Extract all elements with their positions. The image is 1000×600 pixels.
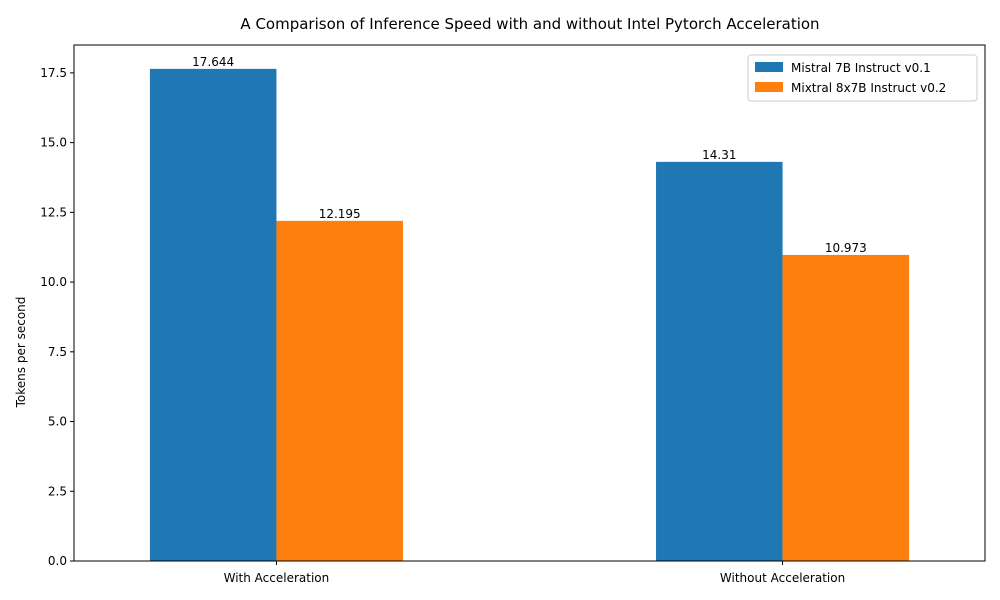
y-tick-label: 12.5 bbox=[40, 205, 67, 219]
legend-swatch bbox=[755, 82, 783, 92]
chart-title: A Comparison of Inference Speed with and… bbox=[240, 15, 819, 33]
legend: Mistral 7B Instruct v0.1 Mixtral 8x7B Ins… bbox=[747, 54, 978, 102]
x-tick-label: Without Acceleration bbox=[720, 571, 845, 585]
legend-swatch bbox=[755, 62, 783, 72]
plot-frame bbox=[73, 44, 986, 562]
legend-box bbox=[747, 54, 978, 102]
y-axis-label: Tokens per second bbox=[14, 297, 28, 409]
x-tick-label: With Acceleration bbox=[224, 571, 330, 585]
legend-label: Mixtral 8x7B Instruct v0.2 bbox=[791, 81, 946, 95]
y-tick-label: 15.0 bbox=[40, 136, 67, 150]
bar bbox=[276, 220, 403, 561]
y-tick-label: 2.5 bbox=[48, 484, 67, 498]
bar-value-label: 14.31 bbox=[702, 148, 736, 162]
bar-value-label: 10.973 bbox=[825, 241, 867, 255]
legend-label: Mistral 7B Instruct v0.1 bbox=[791, 61, 931, 75]
bar-value-label: 17.644 bbox=[192, 55, 234, 69]
bar bbox=[149, 68, 277, 561]
y-tick-label: 10.0 bbox=[40, 275, 67, 289]
y-tick-label: 17.5 bbox=[40, 66, 67, 80]
bar-value-label: 12.195 bbox=[319, 207, 361, 221]
y-tick-label: 7.5 bbox=[48, 345, 67, 359]
bar bbox=[782, 254, 910, 562]
y-tick-label: 5.0 bbox=[48, 415, 67, 429]
bar bbox=[656, 161, 783, 562]
y-tick-label: 0.0 bbox=[48, 554, 67, 568]
plot-area: 17.644 14.31 12.195 10.973 0.0 2.5 5.0 7.5 10.0 1… bbox=[40, 44, 986, 585]
